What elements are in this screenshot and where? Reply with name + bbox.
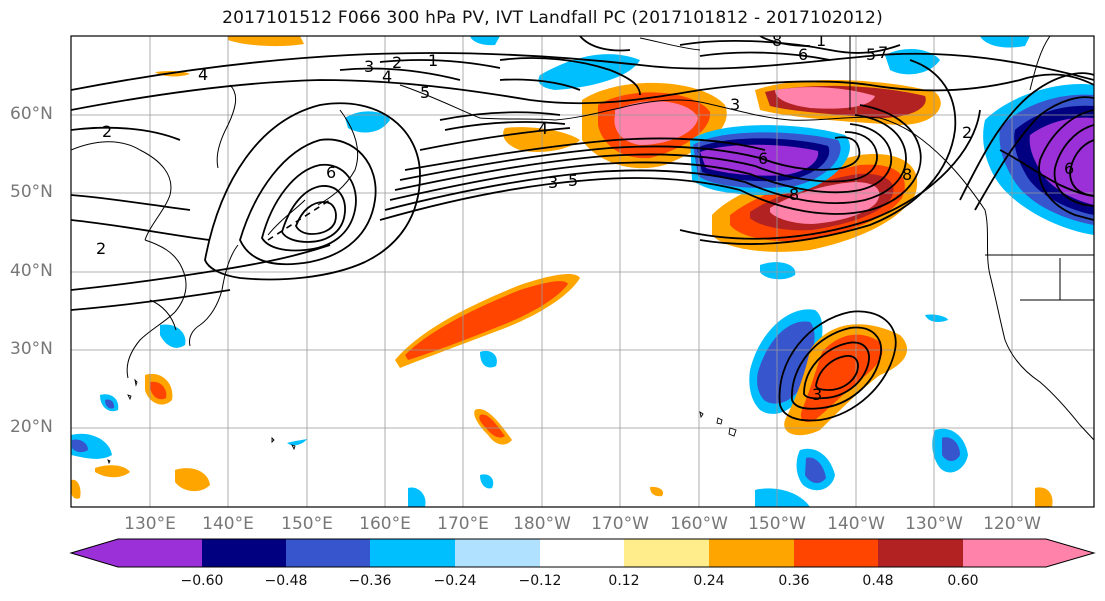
lon-tick-label: 170°W [591,514,649,534]
contour-label: 2 [962,123,972,142]
colorbar-tick-label: 0.48 [862,573,894,589]
contour-label: 4 [382,67,392,86]
lon-tick-label: 140°E [202,514,254,534]
contour-label: 4 [198,65,208,84]
contour-label: 8 [772,31,782,50]
colorbar-extend-low [71,539,118,567]
islands [107,378,737,465]
colorbar-segment [540,539,624,567]
contour-label: 1 [816,31,826,50]
contour-label: 8 [789,185,799,204]
contour-label: 5 [420,83,430,102]
lon-tick-label: 130°E [124,514,176,534]
colorbar-segment [878,539,963,567]
lat-tick-label: 50°N [10,182,53,202]
colorbar-segment [963,539,1046,567]
contour-label: 3 [730,95,740,114]
colorbar-segment [455,539,540,567]
contour-label: 6 [326,163,336,182]
contour-label: 3 [364,57,374,76]
lon-tick-label: 180°W [513,514,571,534]
map-title: 2017101512 F066 300 hPa PV, IVT Landfall… [222,8,883,28]
contour-label: 2 [392,53,402,72]
contour-label: 6 [758,149,768,168]
lon-tick-label: 120°W [983,514,1041,534]
lat-tick-label: 20°N [10,417,53,437]
colorbar-segment [118,539,202,567]
colorbar-tick-label: −0.60 [180,573,224,589]
contour-label: 7 [878,43,888,62]
contour-label: 3 [548,173,558,192]
graticule [71,36,1094,507]
lon-tick-label: 150°W [748,514,806,534]
contour-label: 5 [866,45,876,64]
shading-layer [71,36,1094,507]
contour-label: 8 [902,165,912,184]
colorbar-tick-label: −0.12 [518,573,562,589]
contours [71,36,1094,422]
colorbar-segment [286,539,370,567]
colorbar-tick-label: 0.24 [693,573,725,589]
colorbar-segment [709,539,794,567]
colorbar-tick-label: −0.36 [348,573,392,589]
contour-label: 1 [428,51,438,70]
colorbar-tick-label: 0.36 [778,573,810,589]
lon-tick-label: 140°W [827,514,885,534]
colorbar-tick-label: −0.48 [264,573,308,589]
contour-label: 3 [812,385,822,404]
contour-label: 6 [798,45,808,64]
contour-label: 5 [568,171,578,190]
coastlines [71,36,1094,441]
colorbar-outline [69,538,1096,568]
lon-tick-label: 160°E [359,514,411,534]
contour-labels: 1 2 3 4 5 6 8 3 5 1 2 4 3 6 8 5 4 2 6 3 … [96,31,1074,404]
lon-tick-label: 170°E [437,514,489,534]
colorbar-tick-label: −0.24 [433,573,477,589]
colorbar-segment [794,539,878,567]
lon-tick-label: 130°W [905,514,963,534]
contour-label: 2 [96,239,106,258]
lat-tick-label: 40°N [10,261,53,281]
lon-tick-label: 150°E [281,514,333,534]
contour-label: 4 [538,119,548,138]
colorbar-segment [370,539,455,567]
lat-tick-label: 30°N [10,339,53,359]
colorbar-segment [202,539,286,567]
lat-tick-label: 60°N [10,104,53,124]
lon-tick-label: 160°W [670,514,728,534]
colorbar-extend-high [1046,539,1094,567]
plot-frame [70,35,1095,508]
contour-label: 6 [1064,159,1074,178]
colorbar-tick-label: 0.12 [608,573,640,589]
contour-label: 2 [102,122,112,141]
colorbar-segment [624,539,709,567]
trough-line [267,199,331,241]
colorbar-tick-label: 0.60 [947,573,979,589]
